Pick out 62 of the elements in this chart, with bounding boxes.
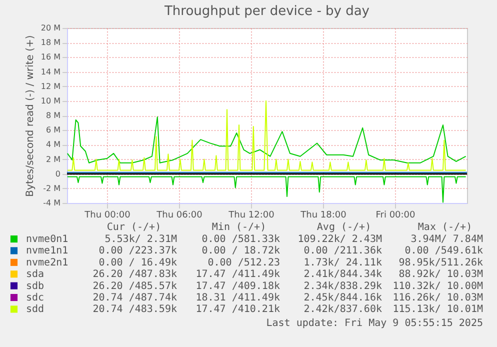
y-tick-label: 18 M bbox=[40, 38, 61, 48]
text: Min (-/+) bbox=[212, 222, 266, 233]
legend-label: sdd bbox=[26, 304, 44, 316]
text: 0.00 / 18.72k bbox=[202, 246, 280, 257]
text: 2.41k/844.34k bbox=[304, 269, 382, 280]
text: 0.00 / 16.49k bbox=[98, 257, 177, 268]
line-series bbox=[67, 116, 466, 164]
y-tick-label: 14 M bbox=[40, 67, 61, 76]
text: 18.31 /411.49k bbox=[196, 292, 280, 304]
x-tick-label: Thu 00:00 bbox=[84, 210, 131, 220]
text: 88.92k/ 10.03M bbox=[398, 269, 483, 280]
y-tick-label: 8 M bbox=[46, 111, 61, 120]
line-series bbox=[67, 100, 466, 171]
y-tick-label: 2 M bbox=[46, 154, 61, 164]
text: 0.00 /223.37k bbox=[98, 246, 177, 257]
text: 2.34k/838.29k bbox=[304, 280, 382, 292]
text: 1.73k/ 24.11k bbox=[304, 257, 382, 268]
legend-label: nvme1n1 bbox=[26, 246, 68, 257]
y-tick-label: 20 M bbox=[40, 24, 61, 32]
text: 20.74 /487.74k bbox=[92, 292, 177, 304]
text: 0.00 /549.61k bbox=[404, 246, 483, 257]
y-tick-label: 12 M bbox=[40, 82, 61, 91]
text: 98.95k/511.26k bbox=[398, 257, 483, 268]
y-tick-label: 6 M bbox=[46, 126, 61, 135]
text: 5.53k/ 2.31M bbox=[104, 234, 177, 245]
text: Max (-/+) bbox=[418, 222, 472, 233]
text: Cur (-/+) bbox=[106, 222, 162, 233]
text: 116.26k/ 10.03M bbox=[392, 292, 483, 304]
text: 0.00 /211.36k bbox=[304, 246, 382, 257]
text: 3.94M/ 7.84M bbox=[410, 234, 483, 245]
text: Avg (-/+) bbox=[316, 222, 372, 233]
legend-label: sda bbox=[26, 269, 44, 280]
text: 17.47 /410.21k bbox=[196, 304, 280, 316]
text: 2.45k/844.16k bbox=[304, 292, 382, 304]
chart-title: Throughput per device - by day bbox=[163, 4, 370, 19]
x-tick-label: Thu 06:00 bbox=[156, 210, 203, 220]
text: 0.00 /512.23 bbox=[208, 257, 280, 268]
y-tick-label: 0 bbox=[55, 169, 60, 178]
x-tick-label: Thu 18:00 bbox=[300, 210, 347, 220]
legend-label: nvme0n1 bbox=[26, 234, 68, 245]
legend-label: nvme2n1 bbox=[26, 257, 68, 268]
text: 109.22k/ 2.43M bbox=[298, 234, 382, 245]
text: Last update: Fri May 9 05:55:15 2025 bbox=[266, 318, 483, 329]
x-tick-label: Fri 00:00 bbox=[376, 210, 416, 220]
text: 0.00 /581.33k bbox=[202, 234, 280, 245]
text: 20.74 /483.59k bbox=[92, 304, 177, 316]
text: 26.20 /487.83k bbox=[92, 269, 177, 280]
y-tick-label: 4 M bbox=[46, 140, 61, 150]
text: 2.42k/837.60k bbox=[304, 304, 382, 316]
legend-label: sdc bbox=[26, 292, 44, 304]
y-tick-label: 16 M bbox=[40, 52, 61, 62]
text: 26.20 /485.57k bbox=[92, 280, 177, 292]
text: 110.32k/ 10.00M bbox=[392, 280, 483, 292]
y-tick-label: 10 M bbox=[40, 96, 61, 106]
text: 17.47 /411.49k bbox=[196, 269, 280, 280]
text: 115.13k/ 10.01M bbox=[392, 304, 483, 316]
x-tick-label: Thu 12:00 bbox=[228, 210, 275, 220]
y-axis-title: Bytes/second read (-) / write (+) bbox=[24, 35, 36, 197]
text: 17.47 /409.18k bbox=[196, 280, 280, 292]
y-tick-label: -2 M bbox=[43, 184, 61, 193]
y-tick-label: -4 M bbox=[43, 198, 61, 208]
legend-label: sdb bbox=[26, 280, 44, 292]
